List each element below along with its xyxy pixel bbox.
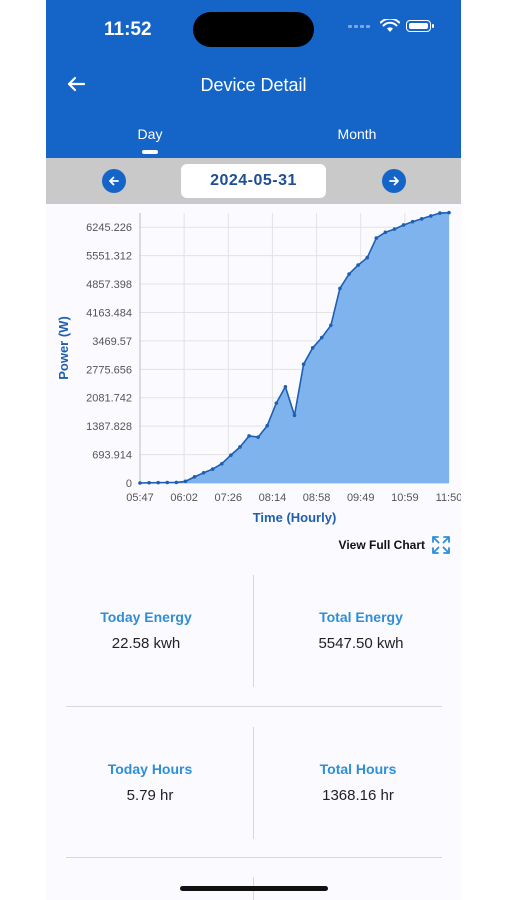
y-tick-label: 2775.656 [86, 364, 132, 376]
data-point [329, 323, 333, 328]
y-tick-label: 3469.57 [92, 336, 132, 348]
data-point [310, 346, 315, 350]
stats-divider-horizontal [66, 706, 442, 707]
stat-label: Today Hours [107, 761, 193, 777]
stat-total-energy: Total Energy 5547.50 kwh [261, 609, 461, 652]
stats-divider-vertical [253, 727, 254, 839]
data-point [356, 263, 360, 267]
data-point [274, 401, 279, 405]
view-full-chart-label: View Full Chart [338, 538, 425, 552]
battery-icon [406, 20, 434, 32]
data-point [265, 423, 270, 428]
y-tick-label: 4163.484 [86, 307, 132, 319]
data-point [174, 480, 179, 485]
power-chart[interactable]: 0 693.914 1387.828 2081.742 2775.656 3469.57 4… [46, 204, 461, 534]
x-tick-label: 10:59 [391, 492, 419, 504]
data-point [238, 445, 242, 449]
arrow-left-icon [109, 176, 119, 186]
data-point [392, 227, 397, 231]
y-tick-label: 4857.398 [86, 279, 132, 291]
stat-value: 5.79 hr [126, 787, 174, 804]
data-point [183, 479, 188, 484]
stats-divider-vertical [253, 575, 254, 687]
data-point [319, 335, 324, 340]
x-tick-label: 06:02 [170, 492, 198, 504]
data-point [419, 217, 424, 221]
wifi-icon [380, 19, 400, 32]
stats-divider-horizontal [66, 857, 442, 858]
data-point [210, 467, 215, 471]
stat-value: 5547.50 kwh [318, 635, 404, 652]
cellular-signal-icon [348, 24, 370, 28]
data-point [247, 434, 251, 438]
data-point [438, 211, 442, 215]
data-point [365, 255, 370, 260]
app-header: 11:52 Device Detail Day Month [46, 0, 461, 158]
x-tick-label: 07:26 [215, 492, 243, 504]
x-axis-title: Time (Hourly) [253, 510, 337, 525]
data-point [219, 461, 224, 466]
back-arrow-icon[interactable] [64, 72, 88, 96]
data-point [383, 230, 388, 235]
app-screen: 11:52 Device Detail Day Month 2024-05-31 [46, 0, 461, 900]
data-point [165, 480, 170, 485]
dynamic-island [193, 12, 314, 47]
next-date-button[interactable] [382, 169, 406, 193]
x-tick-label: 09:49 [347, 492, 375, 504]
previous-date-button[interactable] [102, 169, 126, 193]
status-time: 11:52 [104, 19, 152, 40]
data-point [156, 480, 160, 485]
tab-month[interactable]: Month [337, 126, 377, 142]
y-tick-label: 1387.828 [86, 421, 132, 433]
stat-value: 1368.16 hr [322, 787, 394, 804]
y-tick-label: 2081.742 [86, 393, 132, 405]
data-point [138, 481, 142, 485]
y-tick-label: 693.914 [92, 450, 132, 462]
y-tick-label: 6245.226 [86, 222, 132, 234]
x-tick-label: 08:58 [303, 492, 331, 504]
data-point [256, 435, 260, 439]
data-point [347, 272, 351, 276]
y-tick-label: 5551.312 [86, 251, 132, 263]
stat-label: Total Energy [319, 609, 403, 625]
data-point [229, 453, 233, 457]
stat-today-hours: Today Hours 5.79 hr [50, 761, 250, 804]
y-tick-label: 0 [126, 478, 132, 490]
data-point [292, 413, 297, 418]
data-point [147, 480, 151, 485]
data-point [401, 223, 406, 227]
stat-value: 22.58 kwh [111, 635, 181, 652]
data-point [338, 286, 342, 291]
power-chart-svg: 0 693.914 1387.828 2081.742 2775.656 3469.57 4… [56, 210, 461, 525]
data-point [410, 219, 415, 224]
expand-icon [432, 536, 450, 554]
active-tab-indicator [142, 150, 158, 154]
date-selector: 2024-05-31 [46, 158, 461, 204]
data-point [429, 214, 433, 218]
x-tick-label: 11:50 [436, 492, 461, 504]
data-point [201, 470, 206, 475]
data-point [374, 236, 379, 240]
x-tick-label: 05:47 [126, 492, 154, 504]
stat-total-hours: Total Hours 1368.16 hr [258, 761, 458, 804]
x-tick-label: 08:14 [259, 492, 287, 504]
data-point [301, 362, 306, 367]
home-indicator [180, 886, 328, 891]
view-full-chart-button[interactable]: View Full Chart [339, 535, 451, 555]
arrow-right-icon [389, 176, 399, 186]
tab-day[interactable]: Day [137, 126, 163, 142]
stat-today-energy: Today Energy 22.58 kwh [46, 609, 246, 652]
page-title: Device Detail [200, 75, 307, 95]
data-point [283, 384, 288, 389]
data-point [447, 210, 451, 215]
area-fill [140, 212, 449, 483]
stat-label: Total Hours [319, 761, 397, 777]
date-display[interactable]: 2024-05-31 [181, 164, 326, 198]
data-point [192, 475, 197, 479]
status-icons [348, 19, 434, 33]
y-axis-title: Power (W) [56, 316, 71, 380]
stat-label: Today Energy [100, 609, 192, 625]
